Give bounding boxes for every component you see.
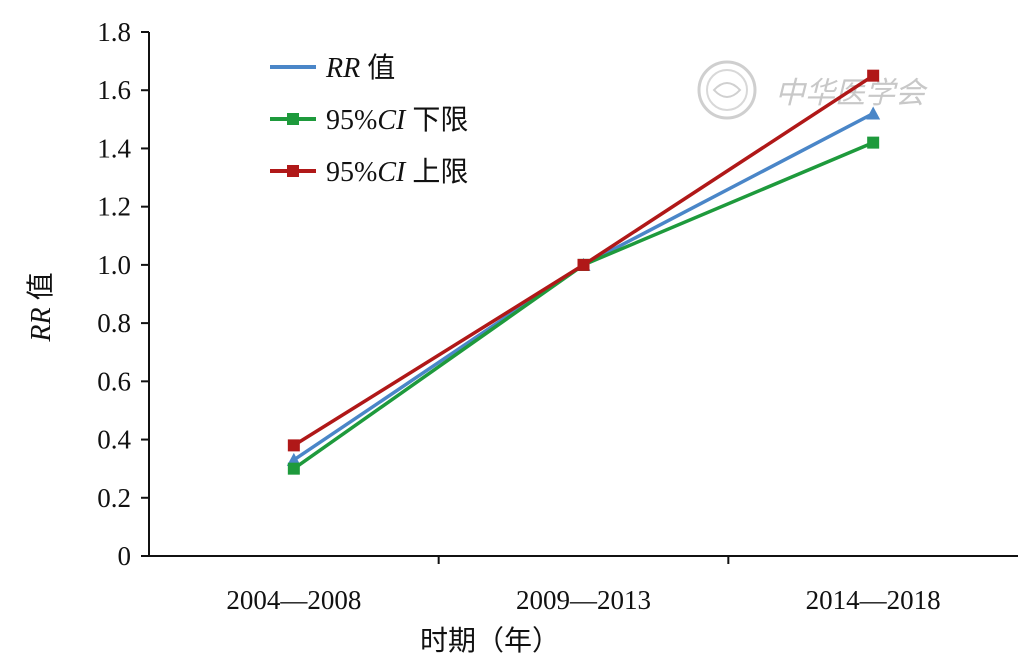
legend-label: RR 值 [325,52,395,84]
watermark: 中华医学会 [697,60,928,120]
legend-label-prefix: 95% [326,105,377,136]
legend-label-italic: CI [377,105,407,136]
legend-swatch-marker [287,165,299,177]
y-tick-label: 1.6 [97,75,131,105]
legend-label-italic: RR [325,53,360,84]
y-tick-label: 1.2 [97,192,131,222]
axes: 0 0.2 0.4 0.6 0.8 1.0 1.2 1.4 1.6 1.8 2004—2008 200… [97,17,1018,615]
legend-item: RR 值 [270,52,395,84]
series-layer [286,69,881,475]
y-tick-label: 0.2 [97,483,131,513]
legend-label-prefix: 95% [326,157,377,188]
y-tick-label: 0.4 [97,425,131,455]
legend-label-rest: 上限 [405,157,468,188]
watermark-text: 中华医学会 [775,76,928,111]
legend-item: 95%CI 上限 [270,157,468,188]
y-tick-label: 1.8 [97,17,131,47]
y-tick-label: 0.6 [97,366,131,396]
legend-label-rest: 下限 [405,105,468,136]
data-point [867,69,880,82]
data-point [577,258,590,271]
y-axis-title-italic: RR [26,307,57,342]
data-point [287,439,300,452]
legend-swatch-marker [287,113,299,125]
legend-item: 95%CI 下限 [270,105,468,136]
legend-label-italic: CI [377,157,407,188]
series-line [292,141,874,471]
x-tick-label: 2004—2008 [226,585,361,615]
x-tick-label: 2014—2018 [806,585,941,615]
legend-label-rest: 值 [360,52,395,84]
data-point [866,106,881,120]
y-axis-title: RR 值 [25,272,57,342]
y-axis-title-rest: 值 [25,272,57,307]
legend-label: 95%CI 下限 [326,105,468,136]
x-axis-title: 时期（年） [420,625,560,657]
x-tick-label: 2009—2013 [516,585,651,615]
watermark-seal-icon [697,60,757,120]
legend-label: 95%CI 上限 [326,157,468,188]
y-tick-label: 0 [118,541,132,571]
y-tick-label: 1.0 [97,250,131,280]
y-tick-label: 1.4 [97,133,131,163]
data-point [867,136,880,149]
y-tick-label: 0.8 [97,308,131,338]
series-3 [287,69,880,452]
data-point [287,462,300,475]
